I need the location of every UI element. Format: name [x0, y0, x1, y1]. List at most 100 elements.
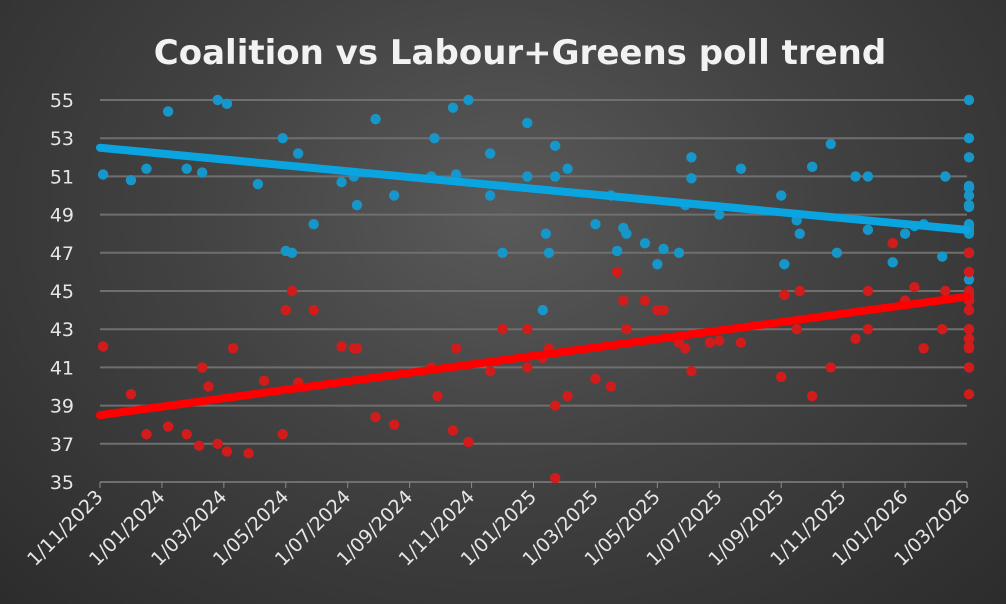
labour-greens-point — [806, 390, 818, 402]
coalition-point — [686, 152, 697, 163]
y-tick-label: 45 — [50, 281, 74, 303]
labour-greens-point — [639, 295, 651, 306]
coalition-trend-line — [96, 143, 971, 234]
labour-greens-point — [280, 304, 291, 316]
labour-greens-point — [590, 373, 601, 385]
y-tick-label: 49 — [50, 205, 74, 227]
grid-lines — [100, 99, 967, 483]
labour-greens-point — [618, 295, 629, 306]
labour-greens-point — [549, 400, 561, 411]
labour-greens-point — [862, 324, 874, 335]
y-tick-label: 55 — [50, 90, 74, 112]
coalition-point — [450, 169, 462, 180]
coalition-point — [286, 247, 298, 258]
coalition-point — [221, 98, 233, 110]
labour-greens-point — [658, 304, 669, 316]
labour-greens-point — [704, 337, 716, 348]
coalition-point — [336, 176, 347, 188]
labour-greens-point — [125, 388, 137, 400]
coalition-point — [292, 148, 304, 159]
coalition-point — [540, 228, 552, 239]
coalition-point — [963, 152, 975, 163]
labour-greens-point — [463, 436, 474, 448]
labour-greens-point — [735, 337, 747, 348]
labour-greens-point — [909, 281, 920, 293]
coalition-point — [621, 228, 632, 239]
coalition-point — [308, 218, 319, 230]
coalition-point — [963, 133, 975, 144]
labour-greens-point — [862, 285, 874, 297]
y-tick-label: 37 — [50, 434, 74, 456]
y-tick-label: 47 — [50, 243, 74, 265]
coalition-point — [549, 140, 561, 152]
coalition-point — [252, 178, 264, 190]
labour-greens-point — [351, 343, 363, 354]
coalition-point — [543, 247, 555, 258]
labour-greens-point — [963, 362, 975, 373]
coalition-point — [887, 257, 898, 268]
coalition-point — [639, 238, 651, 249]
coalition-point — [277, 133, 288, 144]
labour-greens-point — [370, 411, 381, 423]
coalition-point — [794, 228, 805, 239]
y-tick-label: 41 — [50, 357, 74, 379]
y-tick-label: 35 — [50, 472, 74, 494]
coalition-point — [862, 171, 874, 182]
coalition-point — [429, 133, 440, 144]
coalition-point — [162, 106, 174, 117]
coalition-point — [899, 228, 911, 239]
y-tick-label: 43 — [50, 319, 74, 341]
coalition-point — [652, 259, 663, 270]
y-tick-label: 53 — [50, 128, 74, 150]
coalition-point — [522, 171, 533, 182]
labour-greens-point — [522, 324, 533, 335]
labour-greens-point — [776, 371, 787, 383]
coalition-point — [963, 190, 975, 201]
labour-greens-point — [196, 362, 208, 373]
labour-greens-point — [497, 324, 508, 335]
labour-greens-point — [432, 390, 443, 402]
coalition-point — [673, 247, 685, 258]
labour-greens-trend-line — [96, 292, 971, 420]
data-points — [97, 94, 975, 484]
coalition-point — [776, 190, 787, 201]
labour-greens-point — [963, 304, 975, 316]
coalition-point — [370, 113, 381, 125]
coalition-point — [351, 199, 363, 211]
labour-greens-point — [336, 341, 347, 352]
labour-greens-point — [605, 381, 617, 392]
labour-greens-point — [141, 429, 152, 440]
coalition-point — [779, 259, 790, 270]
coalition-point — [125, 175, 137, 186]
coalition-point — [658, 243, 669, 255]
coalition-point — [806, 161, 818, 173]
coalition-point — [735, 163, 747, 174]
labour-greens-point — [918, 343, 929, 354]
labour-greens-point — [562, 390, 573, 402]
coalition-point — [196, 167, 208, 178]
coalition-point — [940, 171, 951, 182]
coalition-point — [549, 171, 561, 182]
coalition-point — [963, 274, 975, 285]
labour-greens-point — [825, 362, 836, 373]
coalition-point — [522, 117, 533, 129]
labour-greens-point — [714, 335, 725, 346]
coalition-point — [141, 163, 152, 174]
coalition-point — [825, 138, 836, 150]
coalition-point — [850, 171, 861, 182]
labour-greens-point — [621, 324, 632, 335]
coalition-point — [181, 163, 192, 174]
x-axis-ticks: 1/11/20231/01/20241/03/20241/05/20241/07… — [23, 482, 975, 570]
labour-greens-point — [963, 324, 975, 335]
coalition-point — [484, 190, 496, 201]
labour-greens-point — [963, 388, 975, 400]
coalition-point — [537, 304, 548, 316]
labour-greens-point — [203, 381, 214, 392]
labour-greens-point — [221, 446, 233, 457]
labour-greens-point — [447, 425, 459, 436]
coalition-point — [562, 163, 573, 174]
labour-greens-point — [680, 343, 691, 354]
labour-greens-point — [549, 472, 561, 484]
labour-greens-point — [97, 341, 109, 352]
